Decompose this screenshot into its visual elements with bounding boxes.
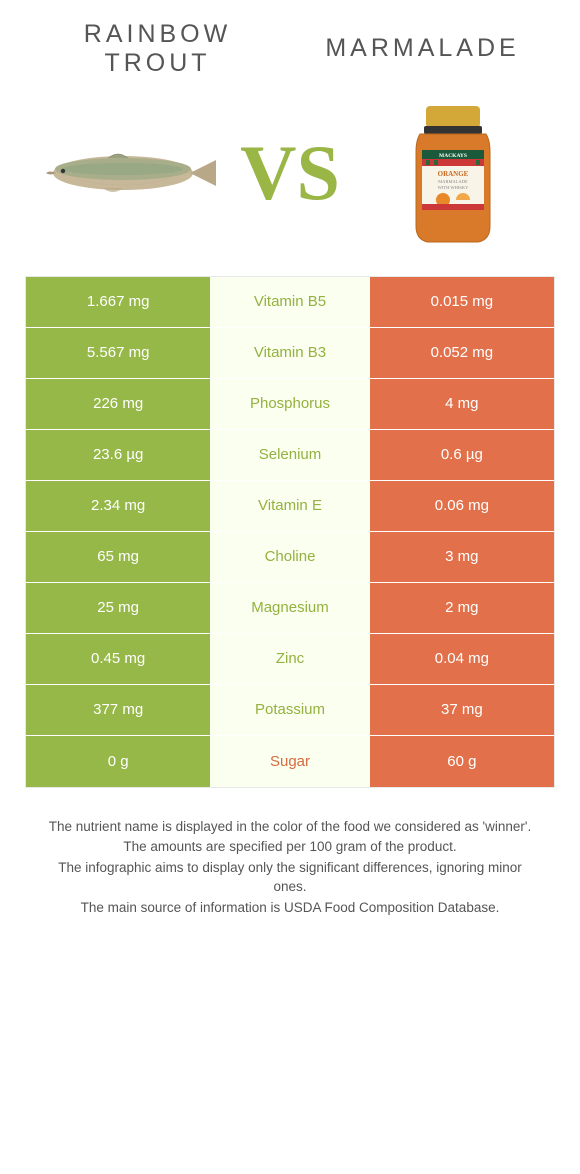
table-row: 226 mgPhosphorus4 mg bbox=[26, 379, 554, 430]
header: RAINBOW TROUT MARMALADE bbox=[25, 20, 555, 78]
table-row: 25 mgMagnesium2 mg bbox=[26, 583, 554, 634]
value-left: 226 mg bbox=[26, 379, 210, 429]
svg-text:ORANGE: ORANGE bbox=[437, 170, 468, 178]
value-left: 23.6 µg bbox=[26, 430, 210, 480]
nutrient-name: Sugar bbox=[210, 736, 369, 787]
footer-line: The amounts are specified per 100 gram o… bbox=[45, 838, 535, 857]
title-left: RAINBOW TROUT bbox=[25, 20, 290, 78]
value-right: 2 mg bbox=[370, 583, 554, 633]
vs-label: VS bbox=[230, 134, 350, 212]
trout-image bbox=[25, 138, 230, 208]
table-row: 377 mgPotassium37 mg bbox=[26, 685, 554, 736]
footer-line: The nutrient name is displayed in the co… bbox=[45, 818, 535, 837]
table-row: 0 gSugar60 g bbox=[26, 736, 554, 787]
value-right: 3 mg bbox=[370, 532, 554, 582]
footer-line: The infographic aims to display only the… bbox=[45, 859, 535, 897]
value-left: 1.667 mg bbox=[26, 277, 210, 327]
value-left: 65 mg bbox=[26, 532, 210, 582]
table-row: 23.6 µgSelenium0.6 µg bbox=[26, 430, 554, 481]
marmalade-image: MACKAYS ORANGE MARMALADE WITH WHISKY bbox=[350, 98, 555, 248]
nutrient-name: Vitamin B5 bbox=[210, 277, 369, 327]
nutrient-name: Phosphorus bbox=[210, 379, 369, 429]
value-right: 0.06 mg bbox=[370, 481, 554, 531]
table-row: 0.45 mgZinc0.04 mg bbox=[26, 634, 554, 685]
nutrient-name: Magnesium bbox=[210, 583, 369, 633]
title-right: MARMALADE bbox=[290, 34, 555, 63]
table-row: 65 mgCholine3 mg bbox=[26, 532, 554, 583]
value-right: 0.6 µg bbox=[370, 430, 554, 480]
jar-icon: MACKAYS ORANGE MARMALADE WITH WHISKY bbox=[398, 98, 508, 248]
svg-text:WITH WHISKY: WITH WHISKY bbox=[437, 185, 469, 190]
value-left: 0 g bbox=[26, 736, 210, 787]
footer-line: The main source of information is USDA F… bbox=[45, 899, 535, 918]
nutrient-name: Potassium bbox=[210, 685, 369, 735]
nutrient-name: Selenium bbox=[210, 430, 369, 480]
value-left: 2.34 mg bbox=[26, 481, 210, 531]
value-left: 377 mg bbox=[26, 685, 210, 735]
nutrient-name: Vitamin E bbox=[210, 481, 369, 531]
nutrient-name: Zinc bbox=[210, 634, 369, 684]
value-right: 4 mg bbox=[370, 379, 554, 429]
title-left-line1: RAINBOW bbox=[84, 20, 231, 48]
value-right: 0.04 mg bbox=[370, 634, 554, 684]
value-left: 5.567 mg bbox=[26, 328, 210, 378]
nutrient-table: 1.667 mgVitamin B50.015 mg5.567 mgVitami… bbox=[25, 276, 555, 788]
title-left-line2: TROUT bbox=[104, 49, 210, 77]
value-left: 25 mg bbox=[26, 583, 210, 633]
fish-icon bbox=[38, 138, 218, 208]
table-row: 2.34 mgVitamin E0.06 mg bbox=[26, 481, 554, 532]
svg-text:MACKAYS: MACKAYS bbox=[439, 153, 467, 159]
value-right: 0.015 mg bbox=[370, 277, 554, 327]
nutrient-name: Vitamin B3 bbox=[210, 328, 369, 378]
footer-notes: The nutrient name is displayed in the co… bbox=[25, 818, 555, 918]
svg-text:MARMALADE: MARMALADE bbox=[438, 179, 468, 184]
vs-row: VS MACKAYS ORANGE MARMALADE WITH WHISKY bbox=[25, 98, 555, 248]
value-right: 0.052 mg bbox=[370, 328, 554, 378]
value-right: 37 mg bbox=[370, 685, 554, 735]
nutrient-name: Choline bbox=[210, 532, 369, 582]
value-right: 60 g bbox=[370, 736, 554, 787]
table-row: 5.567 mgVitamin B30.052 mg bbox=[26, 328, 554, 379]
value-left: 0.45 mg bbox=[26, 634, 210, 684]
table-row: 1.667 mgVitamin B50.015 mg bbox=[26, 277, 554, 328]
